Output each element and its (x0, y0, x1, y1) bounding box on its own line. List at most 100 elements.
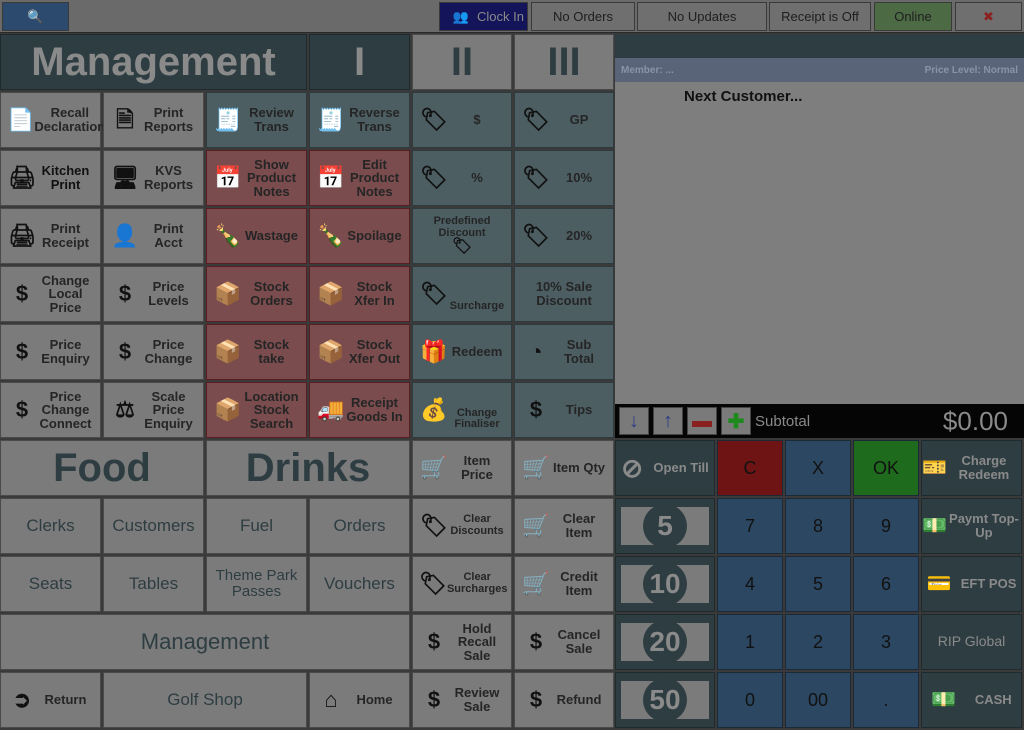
stock-xfer-in-button[interactable]: 📦 Stock Xfer In (309, 266, 410, 322)
twenty-percent-button[interactable]: 🏷 20% (514, 208, 614, 264)
receipt-goods-in-button[interactable]: 🚚 Receipt Goods In (309, 382, 410, 438)
item-qty-button[interactable]: 🛒 Item Qty (514, 440, 614, 496)
print-receipt-button[interactable]: 🖨 Print Receipt (0, 208, 101, 264)
increase-button[interactable]: ✚ (721, 407, 751, 435)
note-50-button[interactable]: 50 (615, 672, 715, 728)
print-reports-button[interactable]: 🗎 Print Reports (103, 92, 204, 148)
refund-button[interactable]: $ Refund (514, 672, 614, 728)
search-button[interactable]: 🔍 (2, 2, 69, 31)
no-updates-button[interactable]: No Updates (637, 2, 767, 31)
settings-button[interactable]: ✖ (955, 2, 1022, 31)
clear-item-button[interactable]: 🛒 Clear Item (514, 498, 614, 554)
spoilage-button[interactable]: 🍾 Spoilage (309, 208, 410, 264)
open-till-button[interactable]: ⊘ Open Till (615, 440, 715, 496)
credit-item-button[interactable]: 🛒 Credit Item (514, 556, 614, 612)
redeem-button[interactable]: 🎁 Redeem (412, 324, 512, 380)
price-levels-button[interactable]: $ Price Levels (103, 266, 204, 322)
recall-declaration-button[interactable]: 📄 Recall Declaration (0, 92, 105, 148)
dollar-discount-button[interactable]: 🏷 $ (412, 92, 512, 148)
key-2[interactable]: 2 (785, 614, 851, 670)
clear-discounts-button[interactable]: 🏷 Clear Discounts (412, 498, 512, 554)
home-button[interactable]: ⌂ Home (309, 672, 410, 728)
item-price-button[interactable]: 🛒 Item Price (412, 440, 512, 496)
page-ii-tab[interactable]: II (412, 34, 512, 90)
key-3[interactable]: 3 (853, 614, 919, 670)
online-status-button[interactable]: Online (874, 2, 952, 31)
no-orders-button[interactable]: No Orders (531, 2, 635, 31)
scroll-up-button[interactable]: ↑ (653, 407, 683, 435)
management-button[interactable]: Management (0, 614, 410, 670)
clerks-button[interactable]: Clerks (0, 498, 101, 554)
golf-shop-button[interactable]: Golf Shop (103, 672, 307, 728)
food-button[interactable]: Food (0, 440, 204, 496)
receipt-toggle-button[interactable]: Receipt is Off (769, 2, 871, 31)
clear-key[interactable]: C (717, 440, 783, 496)
sale-discount-button[interactable]: 10% Sale Discount (514, 266, 614, 322)
price-change-connect-button[interactable]: $ Price Change Connect (0, 382, 101, 438)
percent-discount-button[interactable]: 🏷% (412, 150, 512, 206)
clear-surcharges-button[interactable]: 🏷 Clear Surcharges (412, 556, 512, 612)
stock-orders-button[interactable]: 📦 Stock Orders (206, 266, 307, 322)
edit-product-notes-button[interactable]: 📅 Edit Product Notes (309, 150, 410, 206)
tables-button[interactable]: Tables (103, 556, 204, 612)
key-00[interactable]: 00 (785, 672, 851, 728)
sub-total-button[interactable]: ◔ Sub Total (514, 324, 614, 380)
scroll-down-button[interactable]: ↓ (619, 407, 649, 435)
key-dot[interactable]: . (853, 672, 919, 728)
page-i-tab[interactable]: I (309, 34, 410, 90)
clock-in-button[interactable]: 👥 Clock In (439, 2, 528, 31)
charge-redeem-button[interactable]: 🎫 Charge Redeem (921, 440, 1022, 496)
ten-percent-button[interactable]: 🏷 10% (514, 150, 614, 206)
show-product-notes-button[interactable]: 📅 Show Product Notes (206, 150, 307, 206)
print-acct-button[interactable]: 👤 Print Acct (103, 208, 204, 264)
fuel-button[interactable]: Fuel (206, 498, 307, 554)
vouchers-button[interactable]: Vouchers (309, 556, 410, 612)
review-sale-button[interactable]: $ Review Sale (412, 672, 512, 728)
note-5-button[interactable]: 5 (615, 498, 715, 554)
orders-button[interactable]: Orders (309, 498, 410, 554)
key-7[interactable]: 7 (717, 498, 783, 554)
reverse-trans-button[interactable]: 🧾 Reverse Trans (309, 92, 410, 148)
cash-button[interactable]: 💵 CASH (921, 672, 1022, 728)
review-trans-button[interactable]: 🧾 Review Trans (206, 92, 307, 148)
cancel-sale-button[interactable]: $ Cancel Sale (514, 614, 614, 670)
key-5[interactable]: 5 (785, 556, 851, 612)
gp-button[interactable]: 🏷 GP (514, 92, 614, 148)
kitchen-print-button[interactable]: 🖨 Kitchen Print (0, 150, 101, 206)
predefined-discount-button[interactable]: Predefined Discount 🏷 (412, 208, 512, 264)
ok-key[interactable]: OK (853, 440, 919, 496)
hold-recall-sale-button[interactable]: $ Hold Recall Sale (412, 614, 512, 670)
key-4[interactable]: 4 (717, 556, 783, 612)
location-stock-search-button[interactable]: 📦 Location Stock Search (206, 382, 307, 438)
change-local-price-button[interactable]: $ Change Local Price (0, 266, 101, 322)
change-finaliser-button[interactable]: 💰 Change Finaliser (412, 382, 512, 438)
tips-button[interactable]: $ Tips (514, 382, 614, 438)
multiply-key[interactable]: X (785, 440, 851, 496)
rip-global-button[interactable]: RIP Global (921, 614, 1022, 670)
price-enquiry-button[interactable]: $ Price Enquiry (0, 324, 101, 380)
customers-button[interactable]: Customers (103, 498, 204, 554)
surcharge-button[interactable]: 🏷 Surcharge (412, 266, 512, 322)
eftpos-button[interactable]: 💳 EFT POS (921, 556, 1022, 612)
order-list[interactable]: Next Customer... (615, 82, 1024, 404)
paymt-top-up-button[interactable]: 💵 Paymt Top-Up (921, 498, 1022, 554)
decrease-button[interactable]: ▬ (687, 407, 717, 435)
wastage-button[interactable]: 🍾 Wastage (206, 208, 307, 264)
key-9[interactable]: 9 (853, 498, 919, 554)
scale-price-enquiry-button[interactable]: ⚖ Scale Price Enquiry (103, 382, 204, 438)
stock-xfer-out-button[interactable]: 📦 Stock Xfer Out (309, 324, 410, 380)
note-10-button[interactable]: 10 (615, 556, 715, 612)
key-0[interactable]: 0 (717, 672, 783, 728)
key-8[interactable]: 8 (785, 498, 851, 554)
return-button[interactable]: ➲ Return (0, 672, 101, 728)
drinks-button[interactable]: Drinks (206, 440, 410, 496)
note-20-button[interactable]: 20 (615, 614, 715, 670)
key-6[interactable]: 6 (853, 556, 919, 612)
kvs-reports-button[interactable]: 🖥 KVS Reports (103, 150, 204, 206)
key-1[interactable]: 1 (717, 614, 783, 670)
theme-park-passes-button[interactable]: Theme Park Passes (206, 556, 307, 612)
seats-button[interactable]: Seats (0, 556, 101, 612)
page-iii-tab[interactable]: III (514, 34, 614, 90)
price-change-button[interactable]: $ Price Change (103, 324, 204, 380)
stock-take-button[interactable]: 📦 Stock take (206, 324, 307, 380)
